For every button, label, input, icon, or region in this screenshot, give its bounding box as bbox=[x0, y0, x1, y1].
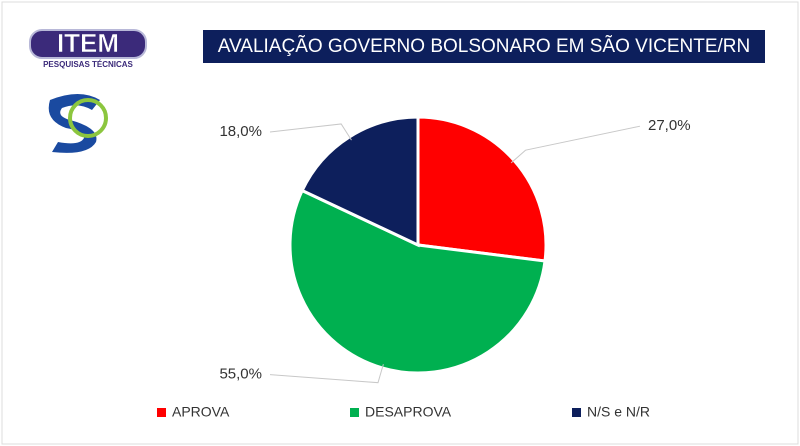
data-label: 55,0% bbox=[219, 366, 262, 383]
legend-label: N/S e N/R bbox=[587, 404, 650, 420]
title-bar bbox=[203, 30, 765, 63]
logo-badge bbox=[29, 29, 147, 59]
legend-label: APROVA bbox=[172, 404, 230, 420]
legend-swatch bbox=[350, 408, 359, 417]
logo-name: ITEM bbox=[57, 28, 119, 58]
leader-line bbox=[269, 364, 384, 384]
leader-line bbox=[269, 123, 352, 141]
chart-title: AVALIAÇÃO GOVERNO BOLSONARO EM SÃO VICEN… bbox=[218, 35, 750, 57]
leader-line bbox=[510, 125, 641, 164]
legend-swatch bbox=[572, 408, 581, 417]
logo-tagline: PESQUISAS TÉCNICAS bbox=[43, 60, 133, 69]
legend-label: DESAPROVA bbox=[365, 404, 452, 420]
logo-icon bbox=[48, 94, 108, 153]
data-label: 18,0% bbox=[219, 123, 262, 140]
legend-swatch bbox=[157, 408, 166, 417]
data-label: 27,0% bbox=[648, 117, 691, 134]
